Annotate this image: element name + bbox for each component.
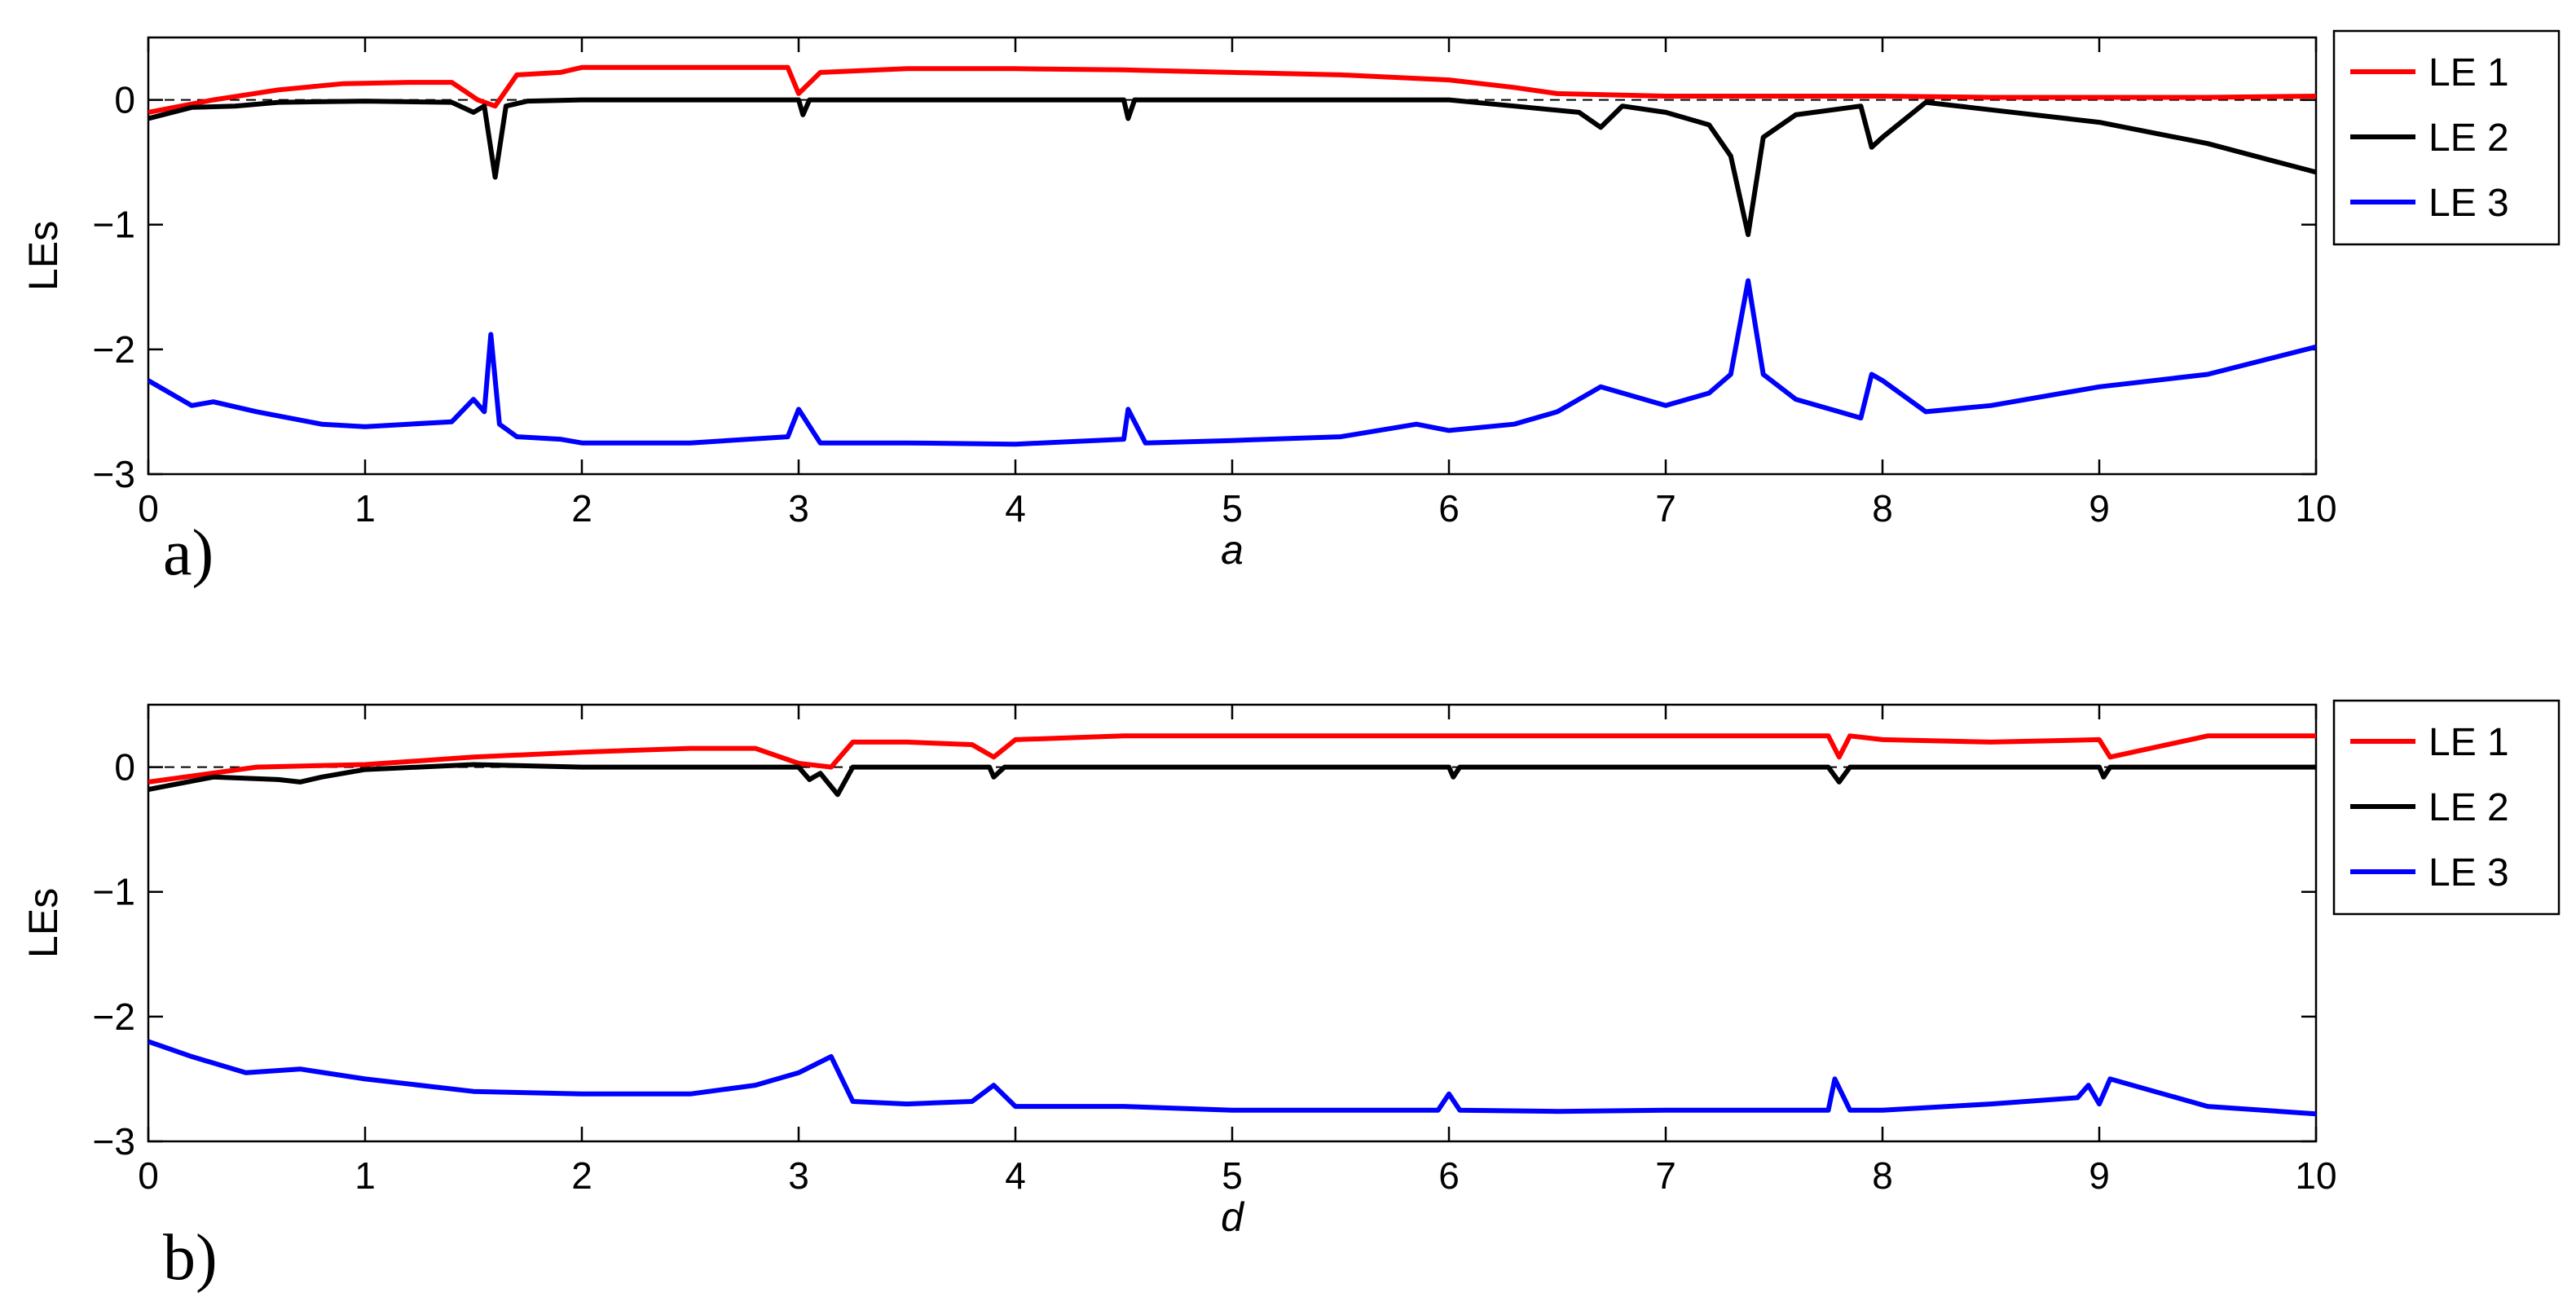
x-tick-label: 5 xyxy=(1222,1154,1243,1197)
x-tick-label: 0 xyxy=(138,487,159,530)
series-line-le-1 xyxy=(148,64,2316,115)
y-tick-label: −1 xyxy=(93,204,135,246)
y-tick-label: −2 xyxy=(93,996,135,1038)
series-line-le-2 xyxy=(148,762,2316,798)
x-tick-label: 5 xyxy=(1222,487,1243,530)
series-line-le-3 xyxy=(148,1039,2316,1117)
chart-panel-a: 0 1 2 3 4 5 6 7 8 9 10 −3 −2 −1 0 LEs a a) LE 1 LE 2 LE 3 xyxy=(20,29,2561,589)
x-tick-label: 10 xyxy=(2295,1154,2336,1197)
x-tick-label: 8 xyxy=(1872,1154,1893,1197)
legend-label-le-3: LE 3 xyxy=(2428,182,2509,225)
x-tick-label: 1 xyxy=(354,1154,376,1197)
x-tick-label: 7 xyxy=(1655,1154,1676,1197)
x-tick-label: 3 xyxy=(788,487,809,530)
series-line-le-2 xyxy=(148,97,2316,237)
x-tick-label: 1 xyxy=(354,487,376,530)
x-tick-label: 2 xyxy=(571,487,592,530)
legend-label-le-2: LE 2 xyxy=(2428,786,2509,829)
x-tick-label: 0 xyxy=(138,1154,159,1197)
legend-label-le-1: LE 1 xyxy=(2428,51,2509,95)
x-tick-label: 8 xyxy=(1872,487,1893,530)
x-tick-label: 10 xyxy=(2295,487,2336,530)
legend-label-le-1: LE 1 xyxy=(2428,721,2509,764)
x-axis-label: a xyxy=(1221,527,1244,573)
x-tick-label: 2 xyxy=(571,1154,592,1197)
legend-label-le-3: LE 3 xyxy=(2428,851,2509,895)
panel-label: b) xyxy=(163,1222,218,1294)
panel-label: a) xyxy=(163,517,214,589)
chart-panel-b: 0 1 2 3 4 5 6 7 8 9 10 −3 −2 −1 0 LEs d b) LE 1 LE 2 LE 3 xyxy=(20,699,2561,1294)
y-tick-label: −3 xyxy=(93,1120,135,1163)
x-tick-label: 6 xyxy=(1438,1154,1460,1197)
x-tick-label: 4 xyxy=(1005,1154,1026,1197)
y-axis-label: LEs xyxy=(20,888,66,958)
legend: LE 1 LE 2 LE 3 xyxy=(2332,29,2561,246)
x-axis-label: d xyxy=(1221,1194,1245,1240)
series-line-le-3 xyxy=(148,278,2316,447)
x-tick-label: 3 xyxy=(788,1154,809,1197)
y-tick-label: −1 xyxy=(93,871,135,913)
plot-area xyxy=(147,703,2318,1143)
y-tick-label: 0 xyxy=(114,746,135,789)
legend-box xyxy=(2332,29,2561,246)
y-tick-label: 0 xyxy=(114,79,135,121)
legend: LE 1 LE 2 LE 3 xyxy=(2332,699,2561,916)
x-tick-label: 9 xyxy=(2089,1154,2110,1197)
x-tick-label: 9 xyxy=(2089,487,2110,530)
x-tick-label: 4 xyxy=(1005,487,1026,530)
plot-area xyxy=(147,36,2318,476)
y-tick-label: −3 xyxy=(93,453,135,495)
legend-label-le-2: LE 2 xyxy=(2428,116,2509,160)
series-line-le-1 xyxy=(148,733,2316,785)
y-axis-label: LEs xyxy=(20,221,66,291)
y-tick-label: −2 xyxy=(93,328,135,371)
x-tick-label: 7 xyxy=(1655,487,1676,530)
x-tick-label: 6 xyxy=(1438,487,1460,530)
